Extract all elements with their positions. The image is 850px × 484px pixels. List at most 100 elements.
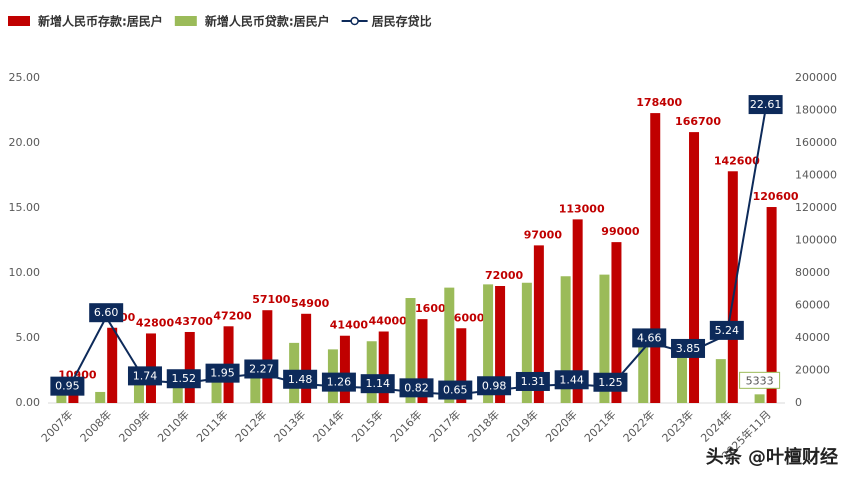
line-label-box bbox=[127, 366, 162, 386]
bar bbox=[184, 331, 195, 403]
bar bbox=[599, 274, 610, 403]
data-label: 178400 bbox=[636, 96, 682, 109]
data-label: 97000 bbox=[524, 228, 563, 241]
data-label: 99000 bbox=[601, 225, 640, 238]
line-label: 0.95 bbox=[55, 380, 80, 393]
legend-swatch bbox=[174, 16, 197, 26]
data-label: 57100 bbox=[252, 293, 291, 306]
line-label: 1.14 bbox=[365, 377, 390, 390]
data-label-box bbox=[739, 371, 781, 389]
line-label: 0.82 bbox=[404, 381, 429, 394]
line-label-box bbox=[244, 359, 279, 379]
line-label-box bbox=[632, 328, 667, 348]
bar bbox=[650, 113, 661, 403]
legend-label: 居民存贷比 bbox=[372, 14, 432, 29]
line-label-box bbox=[671, 338, 706, 358]
bar bbox=[611, 242, 622, 403]
line-label: 3.85 bbox=[676, 342, 701, 355]
y2-tick-label: 60000 bbox=[795, 299, 830, 312]
bar bbox=[211, 370, 222, 403]
bar bbox=[560, 276, 571, 403]
bar bbox=[521, 282, 532, 403]
bar bbox=[727, 171, 738, 403]
y2-tick-label: 0 bbox=[795, 396, 802, 409]
line-label-box bbox=[515, 371, 550, 391]
legend-swatch bbox=[8, 16, 30, 26]
line-label-box bbox=[438, 380, 473, 400]
data-label: 44000 bbox=[369, 315, 408, 328]
bar bbox=[378, 331, 389, 403]
bar bbox=[638, 341, 649, 403]
line-label-box bbox=[50, 376, 85, 396]
line-label: 1.25 bbox=[598, 376, 623, 389]
line-label-box bbox=[593, 372, 628, 392]
y2-tick-label: 180000 bbox=[795, 104, 837, 117]
line-label-box bbox=[89, 303, 124, 323]
y-tick-label: 5.00 bbox=[16, 331, 41, 344]
y2-tick-label: 160000 bbox=[795, 136, 837, 149]
y2-tick-label: 80000 bbox=[795, 266, 830, 279]
line-label: 0.98 bbox=[482, 379, 507, 392]
y2-tick-label: 100000 bbox=[795, 234, 837, 247]
bar bbox=[95, 391, 106, 403]
bar bbox=[444, 287, 455, 403]
bar bbox=[715, 359, 726, 403]
bar bbox=[495, 286, 506, 403]
line-label-box bbox=[205, 363, 240, 383]
line-label-box bbox=[283, 369, 318, 389]
line-label-box bbox=[748, 95, 783, 115]
data-label: 166700 bbox=[675, 115, 721, 128]
bar bbox=[572, 219, 583, 403]
line-label: 1.31 bbox=[521, 375, 546, 388]
line-label: 1.74 bbox=[133, 369, 158, 382]
y-tick-label: 25.00 bbox=[9, 71, 41, 84]
line-label-box bbox=[166, 369, 201, 389]
y-tick-label: 15.00 bbox=[9, 201, 41, 214]
y2-tick-label: 120000 bbox=[795, 201, 837, 214]
bar bbox=[250, 365, 261, 403]
line-label-box bbox=[399, 378, 434, 398]
line-label: 1.44 bbox=[559, 373, 584, 386]
bar bbox=[301, 313, 312, 403]
data-label: 42800 bbox=[136, 316, 175, 329]
bar bbox=[262, 310, 273, 403]
watermark: 头条 @叶檀财经 bbox=[706, 446, 838, 468]
line-label: 2.27 bbox=[249, 362, 274, 375]
y-tick-label: 0.00 bbox=[16, 396, 41, 409]
data-label: 120600 bbox=[753, 190, 799, 203]
bar bbox=[533, 245, 544, 403]
line-label-box bbox=[554, 370, 589, 390]
line-label: 1.26 bbox=[327, 376, 352, 389]
y2-tick-label: 140000 bbox=[795, 169, 837, 182]
bar bbox=[766, 207, 777, 403]
line-label-box bbox=[477, 376, 512, 396]
legend-label: 新增人民币存款:居民户 bbox=[38, 14, 163, 29]
data-label: 113000 bbox=[559, 202, 605, 215]
bar bbox=[483, 284, 494, 403]
line-label: 5.24 bbox=[715, 324, 740, 337]
line-label: 1.48 bbox=[288, 373, 313, 386]
bar bbox=[339, 335, 350, 403]
bar bbox=[417, 319, 428, 403]
line-label-box bbox=[321, 372, 356, 392]
data-label: 47200 bbox=[213, 309, 252, 322]
bar bbox=[754, 394, 765, 403]
line-label-box bbox=[360, 374, 395, 394]
line-label: 1.52 bbox=[172, 372, 197, 385]
legend-label: 新增人民币贷款:居民户 bbox=[205, 14, 330, 29]
line-label-box bbox=[709, 320, 744, 340]
y2-tick-label: 20000 bbox=[795, 364, 830, 377]
bar bbox=[172, 377, 183, 403]
line-label: 0.65 bbox=[443, 384, 468, 397]
bar bbox=[366, 341, 377, 403]
data-label: 43700 bbox=[175, 315, 214, 328]
data-label: 142600 bbox=[714, 154, 760, 167]
bar bbox=[133, 370, 144, 403]
line-label: 1.95 bbox=[210, 367, 235, 380]
line-label: 4.66 bbox=[637, 331, 662, 344]
y-tick-label: 20.00 bbox=[9, 136, 41, 149]
data-label: 54900 bbox=[291, 297, 330, 310]
y2-tick-label: 40000 bbox=[795, 331, 830, 344]
